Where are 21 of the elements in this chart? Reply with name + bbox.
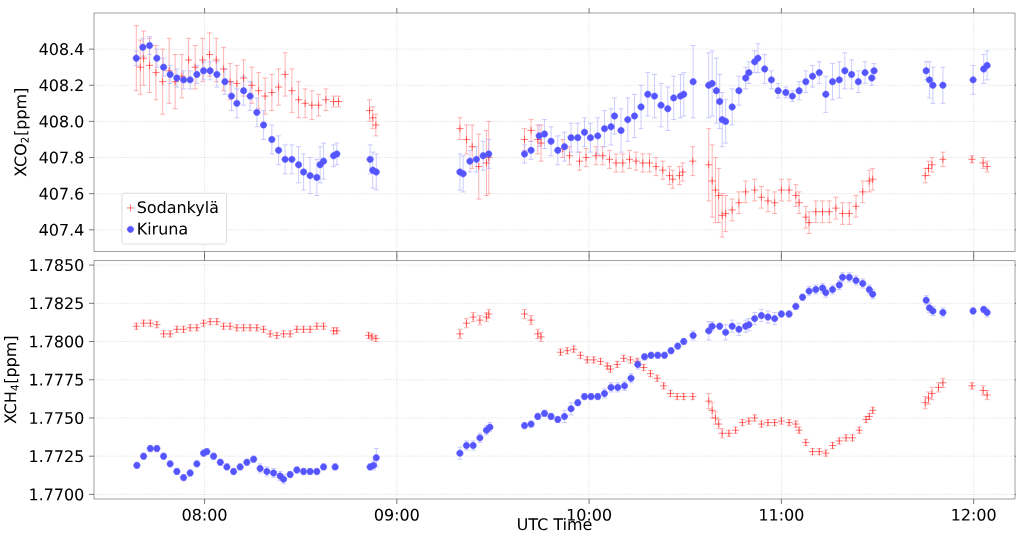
y-tick-label: 407.6 xyxy=(39,187,84,200)
y-tick-label: 1.7800 xyxy=(30,335,84,348)
x-tick-label: 09:00 xyxy=(374,508,419,521)
y-tick-label: 1.7775 xyxy=(30,373,83,386)
y-tick-label: 1.7825 xyxy=(30,297,83,310)
x-tick-label: 11:00 xyxy=(760,508,804,521)
y-axis-title: XCO$_{2}$[ppm] xyxy=(14,89,30,177)
y-axis-title: XCH$_{4}$[ppm] xyxy=(3,336,20,424)
x-tick-label: 12:00 xyxy=(952,508,996,521)
y-tick-label: 1.7750 xyxy=(30,411,84,424)
legend-label: Kiruna xyxy=(138,222,187,235)
y-tick-label: 407.4 xyxy=(39,223,84,236)
y-tick-label: 1.7725 xyxy=(30,450,83,463)
y-tick-label: 1.7850 xyxy=(30,259,84,272)
y-tick-label: 408.4 xyxy=(39,43,84,56)
x-tick-label: 08:00 xyxy=(182,508,227,521)
legend-label: Sodankylä xyxy=(137,200,218,217)
y-tick-label: 408.2 xyxy=(39,79,83,92)
y-tick-label: 407.8 xyxy=(39,151,84,164)
y-tick-label: 408.0 xyxy=(39,115,84,128)
y-tick-label: 1.7700 xyxy=(30,488,84,501)
